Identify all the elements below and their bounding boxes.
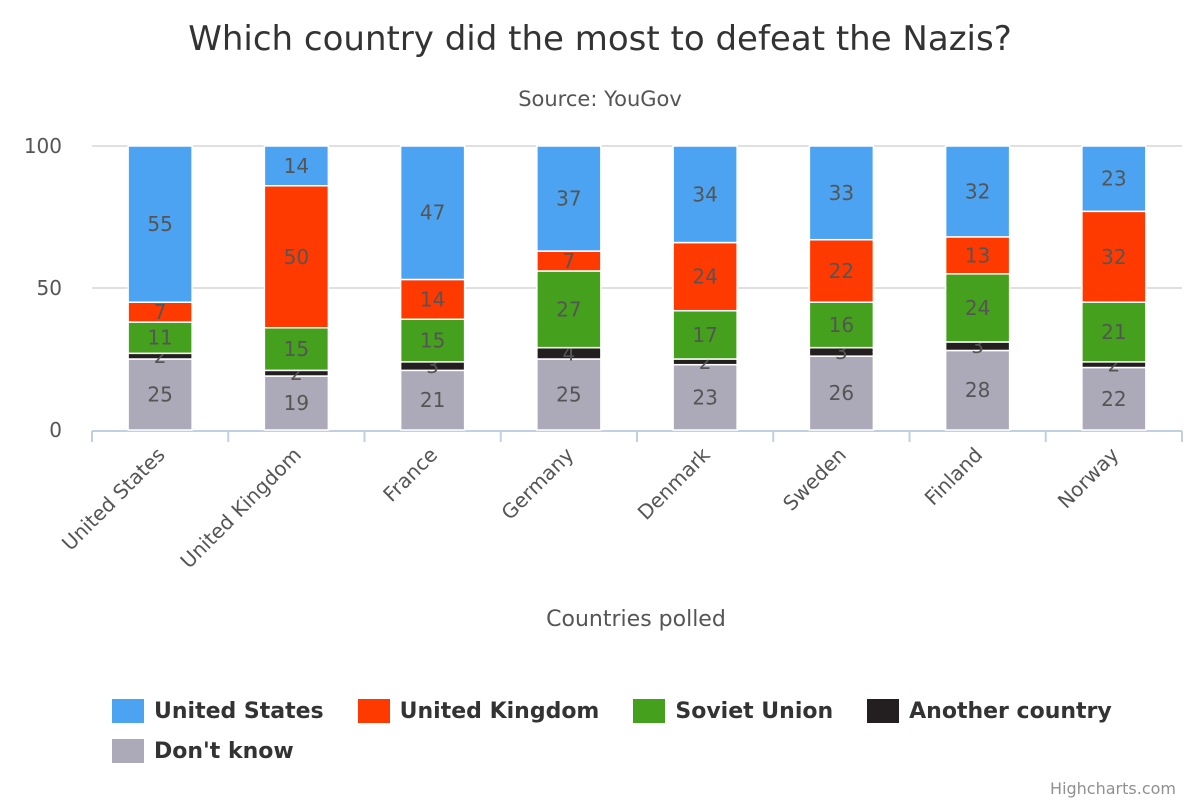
bar-norway-united-kingdom[interactable] [1081,210,1147,303]
bar-finland-united-kingdom[interactable] [944,236,1011,275]
legend-item-united-kingdom[interactable]: United Kingdom [357,696,600,726]
data-label-germany-soviet-union: 27 [556,297,581,321]
bar-sweden-don-t-know[interactable] [808,355,875,431]
bar-united-kingdom-don-t-know[interactable] [263,375,330,431]
data-label-finland-don-t-know: 28 [965,378,990,402]
legend-label: United Kingdom [399,698,600,724]
legend-swatch [633,699,666,723]
bar-finland-don-t-know[interactable] [944,349,1011,431]
data-label-germany-don-t-know: 25 [556,383,581,407]
bar-germany-don-t-know[interactable] [536,358,602,431]
bar-denmark-united-states[interactable] [672,145,738,244]
data-label-germany-united-states: 37 [556,187,581,211]
x-tick-label-sweden: Sweden [778,443,851,516]
bar-denmark-united-kingdom[interactable] [672,241,738,312]
bar-united-states-soviet-union[interactable] [127,321,193,355]
data-label-france-soviet-union: 15 [420,329,445,353]
bar-sweden-soviet-union[interactable] [808,301,875,349]
legend-item-don-t-know[interactable]: Don't know [112,736,294,766]
chart-subtitle: Source: YouGov [518,87,682,111]
bar-finland-soviet-union[interactable] [944,273,1011,343]
y-tick-label: 50 [37,276,62,300]
data-label-finland-united-kingdom: 13 [965,243,990,267]
bar-norway-united-states[interactable] [1081,145,1147,213]
bar-norway-don-t-know[interactable] [1081,366,1147,431]
data-label-united-kingdom-soviet-union: 15 [284,337,309,361]
legend-item-soviet-union[interactable]: Soviet Union [633,696,833,726]
x-tick-label-finland: Finland [920,443,988,511]
data-label-united-kingdom-united-states: 14 [284,154,309,178]
x-tick-label-france: France [378,443,442,507]
legend-swatch [357,699,390,723]
legend-label: Don't know [154,738,294,764]
data-label-united-kingdom-united-kingdom: 50 [284,245,309,269]
data-label-norway-soviet-union: 21 [1101,320,1126,344]
data-label-germany-united-kingdom: 7 [563,249,576,273]
x-tick-label-denmark: Denmark [633,442,715,524]
bar-united-states-united-states[interactable] [127,145,193,303]
legend-swatch [867,699,900,723]
bar-france-united-kingdom[interactable] [399,278,466,320]
x-tick-label-united-states: United States [57,443,170,556]
data-label-finland-soviet-union: 24 [965,296,990,320]
legend-item-united-states[interactable]: United States [112,696,324,726]
data-label-united-states-don-t-know: 25 [147,383,172,407]
bar-united-kingdom-united-states[interactable] [263,145,330,187]
data-label-finland-united-states: 32 [965,179,990,203]
x-tick-label-germany: Germany [496,442,578,524]
x-tick-label-norway: Norway [1053,442,1124,513]
bar-sweden-united-kingdom[interactable] [808,238,875,303]
data-label-united-states-united-kingdom: 7 [154,300,167,324]
data-label-denmark-united-kingdom: 24 [692,265,717,289]
data-label-denmark-united-states: 34 [692,182,717,206]
data-label-france-united-kingdom: 14 [420,287,445,311]
data-label-sweden-don-t-know: 26 [829,381,854,405]
data-label-france-don-t-know: 21 [420,388,445,412]
data-label-united-kingdom-don-t-know: 19 [284,391,309,415]
legend-swatch [112,739,144,763]
bar-united-kingdom-soviet-union[interactable] [263,327,330,372]
x-tick-label-united-kingdom: United Kingdom [175,443,305,573]
bar-united-states-don-t-know[interactable] [127,358,193,431]
y-tick-label: 0 [49,418,62,442]
legend-swatch [112,699,144,723]
x-axis-title: Countries polled [546,607,726,632]
legend-item-another-country[interactable]: Another country [867,696,1112,726]
data-label-norway-united-states: 23 [1101,167,1126,191]
y-tick-label: 100 [24,134,62,158]
credits-link[interactable]: Highcharts.com [1050,779,1176,798]
bar-france-united-states[interactable] [399,145,466,281]
legend-label: United States [154,698,324,724]
bar-germany-united-states[interactable] [536,145,602,252]
data-label-france-united-states: 47 [420,201,445,225]
bar-france-don-t-know[interactable] [399,369,466,431]
bar-denmark-don-t-know[interactable] [672,363,738,431]
data-label-sweden-united-kingdom: 22 [829,259,854,283]
data-label-sweden-united-states: 33 [829,181,854,205]
bar-finland-united-states[interactable] [944,145,1011,238]
data-label-denmark-don-t-know: 23 [692,385,717,409]
bar-sweden-united-states[interactable] [808,145,875,241]
legend-label: Soviet Union [675,698,834,724]
legend-label: Another country [909,698,1112,724]
data-label-denmark-soviet-union: 17 [692,323,717,347]
data-label-sweden-soviet-union: 16 [829,313,854,337]
legend: United States United Kingdom Soviet Union A… [112,696,1152,766]
data-label-united-states-soviet-union: 11 [147,326,172,350]
bar-united-kingdom-united-kingdom[interactable] [263,185,330,329]
bar-denmark-soviet-union[interactable] [672,309,738,360]
data-label-norway-united-kingdom: 32 [1101,245,1126,269]
bar-france-soviet-union[interactable] [399,318,466,363]
bar-norway-soviet-union[interactable] [1081,301,1147,363]
data-label-norway-don-t-know: 22 [1101,387,1126,411]
data-label-united-states-united-states: 55 [147,212,172,236]
chart-title: Which country did the most to defeat the… [188,19,1012,59]
